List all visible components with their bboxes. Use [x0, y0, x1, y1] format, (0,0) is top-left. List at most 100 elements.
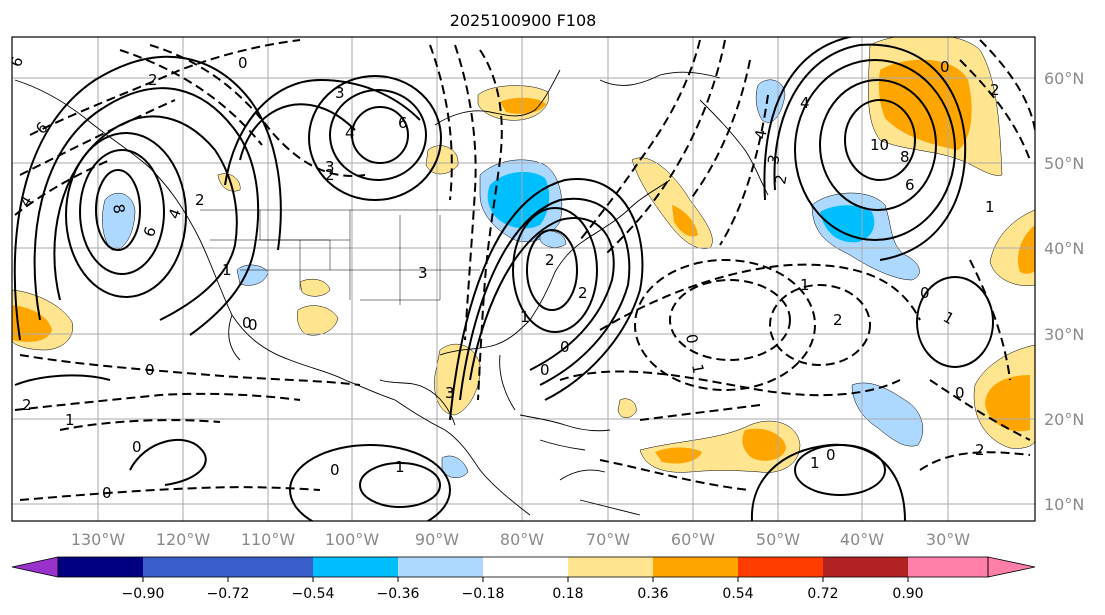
contour-label: 6	[398, 114, 408, 132]
contour-label: 3	[418, 264, 428, 282]
contour-label: 1	[985, 198, 995, 216]
contour-label: 0	[102, 484, 112, 502]
colorbar-bin	[823, 557, 908, 577]
contour-label: 2	[148, 71, 158, 89]
contour-label: 3	[325, 158, 335, 176]
map-title: 2025100900 F108	[450, 11, 597, 30]
contour-label: 0	[238, 54, 248, 72]
colorbar-tick-label: −0.54	[292, 586, 335, 602]
colorbar-tick-label: 0.18	[552, 586, 583, 602]
contour-label: 3	[335, 84, 345, 102]
colorbar-tick-label: −0.36	[377, 586, 420, 602]
lon-label: 30°W	[926, 530, 970, 549]
colorbar-frame	[57, 556, 989, 578]
contour-label: 2	[771, 173, 790, 186]
contour-label: 2	[975, 441, 985, 459]
dashed-contours	[14, 39, 1035, 501]
negative-anomaly-small-3	[539, 230, 567, 248]
positive-anomaly-gulf	[434, 343, 481, 416]
contour-labels: 6 6 2 0 4 8 6 4 2 3 6 4 2 3 2 1 0 0 1 2 …	[12, 54, 1000, 502]
contour-label: 3	[445, 384, 455, 402]
colorbar-tick-label: 0.90	[892, 586, 923, 602]
lat-label: 40°N	[1044, 239, 1084, 258]
positive-anomaly-atlantic-east-core	[1017, 225, 1035, 274]
contour-label: 1	[520, 308, 530, 326]
positive-anomaly-subtropical-atl-core	[742, 428, 786, 461]
colorbar-tick-label: 0.72	[807, 586, 838, 602]
colorbar-bin	[568, 557, 653, 577]
contour-label: 2	[578, 284, 588, 302]
contour-label: 0	[540, 361, 550, 379]
colorbar-bin	[313, 557, 398, 577]
gridlines	[12, 37, 1035, 521]
lon-label: 60°W	[671, 530, 715, 549]
positive-anomaly-subtropical-atl-core2	[655, 447, 702, 464]
contour-label: 1	[800, 276, 810, 294]
contour-label: 2	[545, 251, 555, 269]
contour-label: 1	[222, 261, 232, 279]
colorbar-bin	[908, 557, 988, 577]
colorbar-tick-label: −0.18	[462, 586, 505, 602]
lon-label: 50°W	[756, 530, 800, 549]
lat-label: 10°N	[1044, 495, 1084, 514]
lon-label: 130°W	[71, 530, 126, 549]
latitude-labels: 60°N 50°N 40°N 30°N 20°N 10°N	[1044, 69, 1084, 514]
map-frame	[11, 36, 1036, 522]
contour-label: 2	[22, 396, 32, 414]
contour-label: 8	[900, 148, 910, 166]
map-panel: 6 6 2 0 4 8 6 4 2 3 6 4 2 3 2 1 0 0 1 2 …	[12, 37, 1035, 521]
contour-label: 2	[325, 166, 335, 184]
colorbar-bin	[58, 557, 143, 577]
contour-label: 2	[990, 81, 1000, 99]
contour-label: 0	[920, 284, 930, 302]
contour-label: 2	[195, 191, 205, 209]
colorbar-extend-left	[11, 556, 59, 578]
contour-label: 4	[345, 124, 355, 142]
contour-label: 0	[242, 314, 252, 332]
lat-label: 30°N	[1044, 325, 1084, 344]
positive-anomaly-azores-core	[985, 375, 1030, 432]
colorbar-bin	[483, 557, 568, 577]
lon-label: 80°W	[500, 530, 544, 549]
contour-label: 0	[682, 333, 701, 346]
solid-contours	[13, 37, 994, 521]
contour-label: 0	[826, 446, 836, 464]
positive-anomaly-small-2	[299, 279, 331, 297]
contour-label: 0	[330, 461, 340, 479]
colorbar-bin	[143, 557, 228, 577]
lon-label: 70°W	[586, 530, 630, 549]
contour-label: 3	[764, 153, 783, 166]
contour-label: 0	[145, 361, 155, 379]
colorbar-ticks	[142, 577, 909, 582]
colorbar-tick-label: 0.54	[722, 586, 753, 602]
contour-label: 0	[132, 438, 142, 456]
contour-label: 1	[810, 454, 820, 472]
positive-anomaly-small-1	[297, 305, 339, 336]
contour-label: 0	[560, 338, 570, 356]
contour-label: 6	[905, 176, 915, 194]
contour-label: 0	[955, 384, 965, 402]
contour-label: 1	[688, 363, 707, 376]
colorbar-tick-label: 0.36	[637, 586, 668, 602]
shaded-anomalies	[12, 37, 1035, 478]
coastlines	[14, 69, 769, 516]
colorbar-tick-label: −0.90	[122, 586, 165, 602]
colorbar-bin	[653, 557, 738, 577]
lat-label: 20°N	[1044, 410, 1084, 429]
colorbar: −0.90 −0.72 −0.54 −0.36 −0.18 0.18 0.36 …	[11, 556, 1036, 602]
colorbar-bin	[398, 557, 483, 577]
contour-label: 0	[248, 316, 258, 334]
lon-label: 100°W	[325, 530, 380, 549]
contour-label: 8	[109, 203, 128, 216]
positive-anomaly-pacific-core	[12, 305, 52, 342]
colorbar-extend-right	[987, 556, 1036, 578]
contour-label: 4	[800, 94, 810, 112]
state-borders	[200, 209, 480, 305]
negative-anomaly-subtropical	[851, 382, 924, 447]
colorbar-tick-label: −0.72	[207, 586, 250, 602]
contour-label: 10	[870, 136, 889, 154]
lat-label: 60°N	[1044, 69, 1084, 88]
lat-label: 50°N	[1044, 154, 1084, 173]
colorbar-bin	[738, 557, 823, 577]
